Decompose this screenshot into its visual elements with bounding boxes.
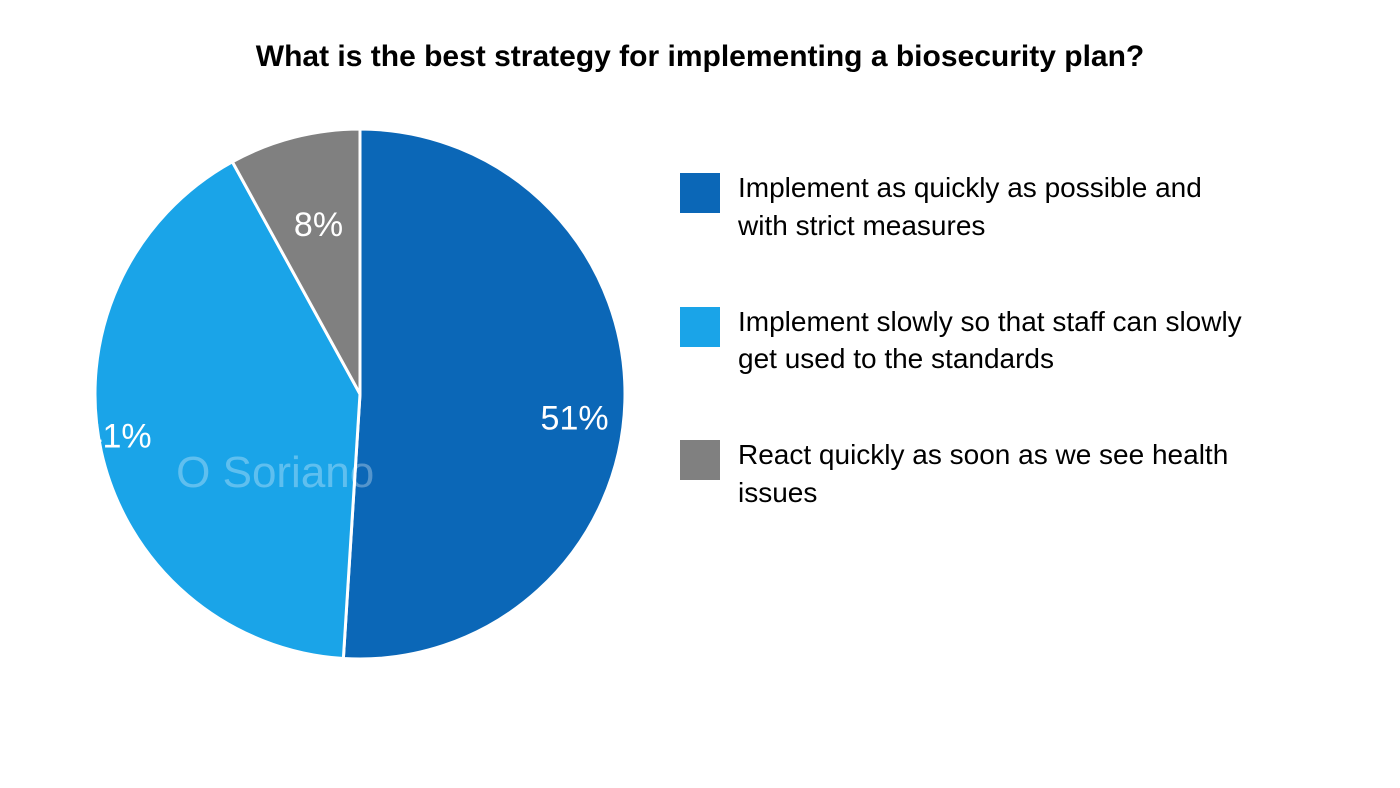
chart-container: What is the best strategy for implementi… (0, 0, 1400, 788)
chart-content: O Soriano 51% 41% 8% Implement as quickly a… (50, 114, 1350, 674)
slice-percent-label: 8% (294, 206, 343, 244)
legend-label: React quickly as soon as we see health i… (738, 436, 1258, 512)
pie-chart: O Soriano 51% 41% 8% (80, 114, 640, 674)
slice-percent-label: 51% (541, 399, 609, 437)
legend-item: React quickly as soon as we see health i… (680, 436, 1258, 512)
legend-item: Implement slowly so that staff can slowl… (680, 303, 1258, 379)
legend-label: Implement slowly so that staff can slowl… (738, 303, 1258, 379)
legend-swatch (680, 173, 720, 213)
watermark-text: O Soriano (176, 448, 374, 497)
pie-slice (343, 129, 625, 659)
pie-svg: O Soriano 51% 41% 8% (80, 114, 640, 674)
legend-item: Implement as quickly as possible and wit… (680, 169, 1258, 245)
chart-title: What is the best strategy for implementi… (50, 40, 1350, 74)
legend-label: Implement as quickly as possible and wit… (738, 169, 1258, 245)
legend-swatch (680, 440, 720, 480)
slice-percent-label: 41% (84, 417, 152, 455)
legend: Implement as quickly as possible and wit… (680, 114, 1258, 512)
legend-swatch (680, 307, 720, 347)
